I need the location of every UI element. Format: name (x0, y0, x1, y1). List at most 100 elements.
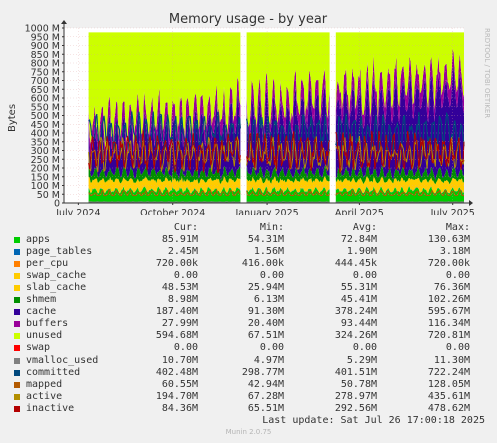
legend-series-name: committed (26, 366, 81, 378)
legend-header-min: Min: (259, 222, 284, 233)
legend-row-slab-cache: slab_cache 48.53M 25.94M 55.31M 76.36M (14, 282, 489, 294)
line-committed-seg-0 (88, 111, 241, 153)
legend-value-cur: 0.00 (173, 270, 198, 282)
legend-value-min: 6.13M (253, 294, 284, 306)
legend-value-max: 0.00 (445, 270, 470, 282)
area-shmem-seg-1 (246, 166, 330, 184)
legend-value-cur: 60.55M (161, 378, 198, 390)
line-inactive-seg-2 (335, 130, 465, 174)
legend-row-buffers: buffers 27.99M 20.40M 93.44M 116.34M (14, 318, 489, 330)
legend-series-name: cache (26, 306, 57, 318)
y-tick-label: 150 M (31, 172, 60, 183)
y-axis-label: Bytes (7, 104, 18, 132)
legend-value-max: 0.00 (445, 342, 470, 354)
chart-title: Memory usage - by year (169, 12, 328, 27)
legend-value-max: 595.67M (427, 306, 470, 318)
legend-series-name: unused (26, 330, 63, 342)
legend-value-min: 1.56M (253, 246, 284, 258)
legend-value-cur: 594.68M (155, 330, 198, 342)
legend-value-max: 102.26M (427, 294, 470, 306)
legend-row-unused: unused 594.68M 67.51M 324.26M 720.81M (14, 330, 489, 342)
legend-row-active: active 194.70M 67.28M 278.97M 435.61M (14, 391, 489, 403)
legend-value-avg: 5.29M (346, 354, 377, 366)
legend-value-avg: 444.45k (334, 258, 377, 270)
legend-value-avg: 401.51M (334, 366, 377, 378)
y-tick-label: 750 M (31, 67, 60, 78)
legend: Cur: Min: Avg: Max: apps 85.91M 54.31M 72.8… (14, 222, 489, 415)
y-tick-label: 300 M (31, 146, 60, 157)
legend-value-min: 25.94M (247, 282, 284, 294)
legend-series-name: buffers (26, 318, 69, 330)
line-active-seg-0 (88, 135, 241, 173)
legend-value-min: 298.77M (241, 366, 284, 378)
y-tick-label: 550 M (31, 102, 60, 113)
y-tick-label: 0 (54, 199, 60, 210)
x-tick-label: April 2025 (335, 208, 384, 215)
munin-version: Munin 2.0.75 (225, 428, 272, 436)
legend-value-avg: 1.90M (346, 246, 377, 258)
x-tick-label: July 2024 (55, 208, 100, 215)
legend-swatch (14, 285, 20, 292)
legend-series-name: slab_cache (26, 282, 87, 294)
legend-swatch (14, 309, 20, 316)
y-tick-label: 200 M (31, 164, 60, 175)
legend-series-name: mapped (26, 378, 63, 390)
legend-value-cur: 720.00k (155, 258, 198, 270)
y-tick-label: 500 M (31, 111, 60, 122)
legend-row-swap-cache: swap_cache 0.00 0.00 0.00 0.00 (14, 270, 489, 282)
legend-swatch (14, 393, 20, 400)
legend-series-name: shmem (26, 294, 57, 306)
legend-swatch (14, 249, 20, 256)
legend-value-max: 435.61M (427, 390, 470, 402)
y-tick-label: 100 M (31, 181, 60, 192)
area-unused-seg-2 (335, 32, 464, 118)
legend-row-per-cpu: per_cpu 720.00k 416.00k 444.45k 720.00k (14, 258, 489, 270)
legend-value-cur: 27.99M (161, 318, 198, 330)
legend-value-avg: 45.41M (340, 294, 377, 306)
legend-swatch (14, 297, 20, 304)
legend-series-name: swap_cache (26, 270, 87, 282)
legend-swatch (14, 381, 20, 388)
stacked-areas (88, 32, 464, 203)
legend-value-min: 54.31M (247, 234, 284, 246)
legend-value-cur: 8.98M (167, 294, 198, 306)
legend-row-vmalloc-used: vmalloc_used 10.70M 4.97M 5.29M 11.30M (14, 355, 489, 367)
x-tick-label: July 2025 (430, 208, 475, 215)
area-unused-seg-1 (246, 32, 330, 129)
legend-value-avg: 278.97M (334, 390, 377, 402)
legend-rows: apps 85.91M 54.31M 72.84M 130.63M page_tables… (14, 234, 489, 415)
legend-value-max: 130.63M (427, 234, 470, 246)
area-buffers-seg-1 (246, 68, 330, 145)
y-tick-label: 850 M (31, 50, 60, 61)
area-slab-cache-seg-0 (88, 176, 241, 194)
legend-value-max: 116.34M (427, 318, 470, 330)
legend-value-cur: 402.48M (155, 366, 198, 378)
legend-series-name: apps (26, 234, 51, 246)
legend-row-swap: swap 0.00 0.00 0.00 0.00 (14, 342, 489, 354)
area-slab-cache-seg-1 (246, 176, 330, 194)
legend-value-min: 416.00k (241, 258, 284, 270)
legend-value-min: 67.51M (247, 330, 284, 342)
x-axis-arrow (469, 200, 473, 206)
legend-value-min: 42.94M (247, 378, 284, 390)
x-tick-label: October 2024 (140, 208, 205, 215)
legend-value-avg: 378.24M (334, 306, 377, 318)
y-tick-label: 50 M (37, 190, 60, 201)
legend-value-max: 128.05M (427, 378, 470, 390)
area-page-tables-seg-0 (88, 186, 241, 194)
legend-header-avg: Avg: (352, 222, 377, 233)
legend-row-shmem: shmem 8.98M 6.13M 45.41M 102.26M (14, 294, 489, 306)
y-tick-label: 650 M (31, 85, 60, 96)
area-buffers-seg-2 (335, 48, 464, 133)
y-tick-label: 950 M (31, 32, 60, 43)
line-mapped-seg-1 (246, 188, 331, 197)
line-mapped-seg-0 (88, 188, 241, 197)
legend-series-name: per_cpu (26, 258, 69, 270)
y-axis-arrow (61, 20, 67, 24)
legend-swatch (14, 273, 20, 280)
y-tick-label: 600 M (31, 94, 60, 105)
last-update: Last update: Sat Jul 26 17:00:18 2025 (262, 415, 485, 426)
legend-header-max: Max: (445, 222, 470, 233)
legend-value-cur: 194.70M (155, 390, 198, 402)
